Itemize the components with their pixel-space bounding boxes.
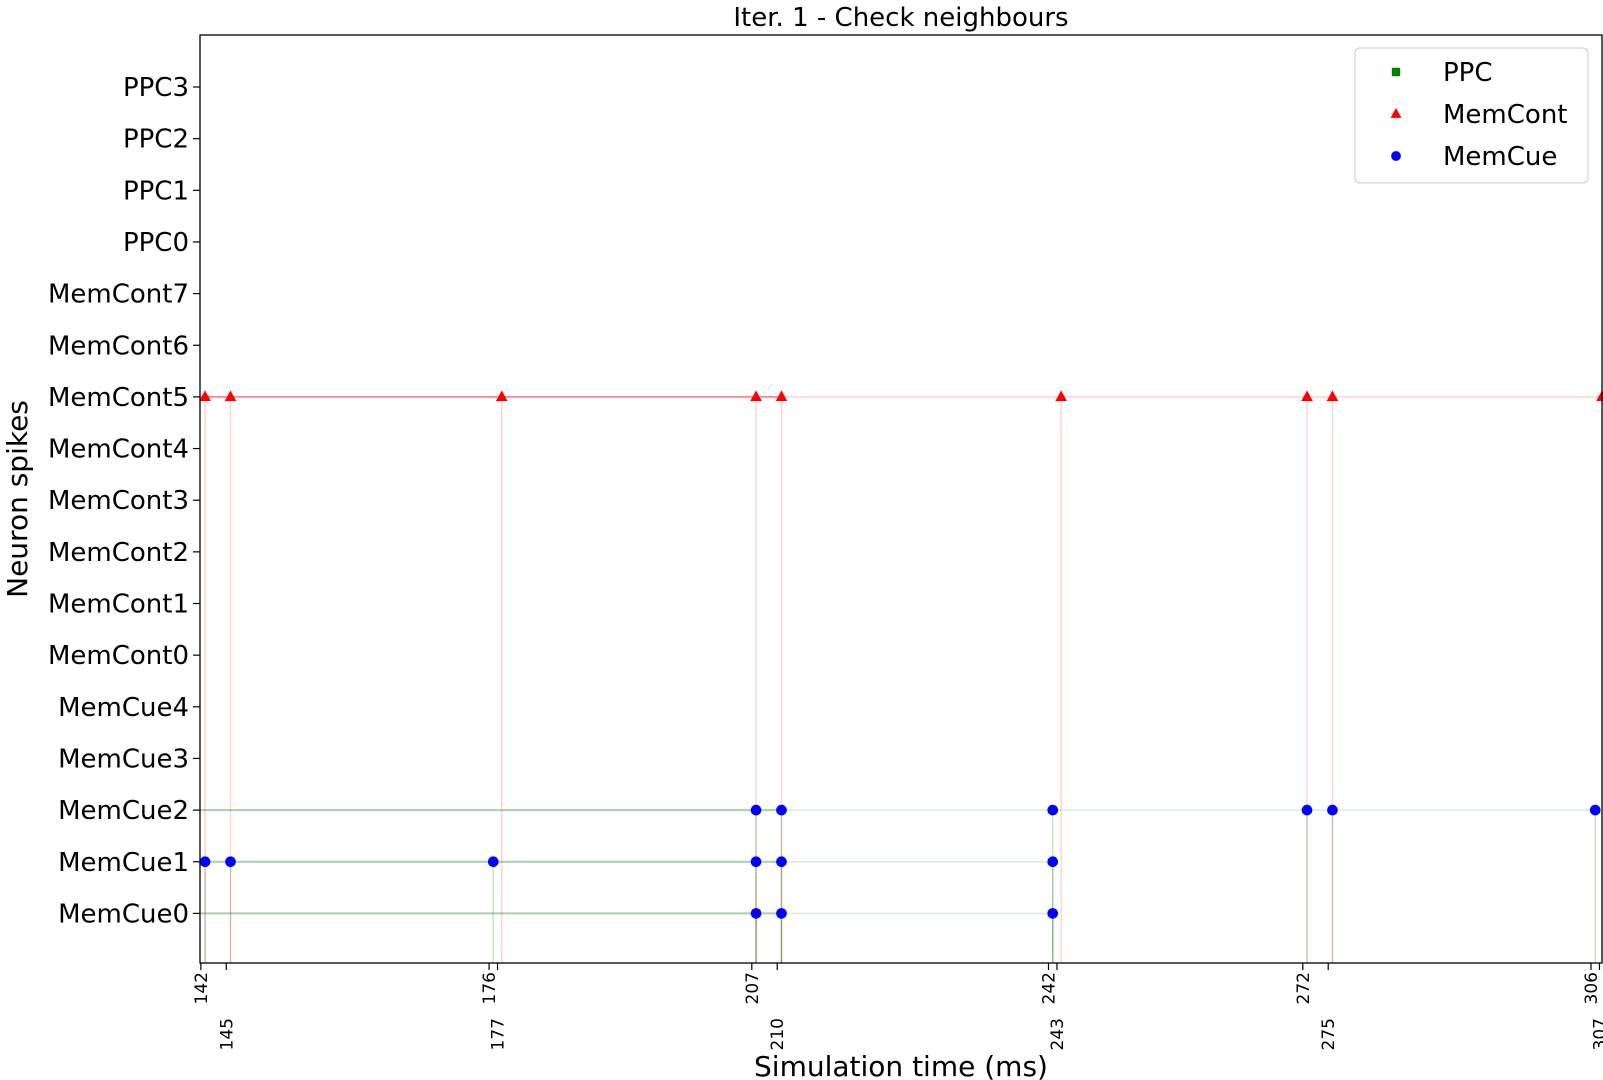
y-tick-label: MemCue2 [58, 796, 189, 826]
spike-point [1301, 390, 1313, 402]
spike-point [1055, 390, 1068, 402]
spike-markers [199, 390, 1603, 919]
spike-point [199, 856, 211, 868]
spike-point [750, 390, 762, 402]
y-tick-label: PPC1 [123, 176, 189, 206]
x-axis-label: Simulation time (ms) [754, 1050, 1048, 1080]
y-tick-label: MemCue1 [58, 848, 189, 878]
legend-marker [1391, 67, 1401, 77]
spike-point [1327, 804, 1338, 816]
spike-guide-lines [200, 396, 1603, 963]
x-tick-label: 142 [192, 972, 212, 1004]
spike-point [776, 856, 787, 868]
spike-point [1589, 804, 1601, 816]
legend-label: MemCue [1443, 142, 1557, 172]
spike-point [776, 804, 787, 816]
y-tick-label: MemCont4 [48, 435, 189, 465]
y-axis-label: Neuron spikes [1, 400, 34, 598]
spike-point [1047, 856, 1059, 868]
x-tick-label: 177 [489, 1018, 509, 1050]
x-tick-label: 210 [768, 1018, 788, 1050]
y-tick-label: MemCue4 [58, 693, 189, 723]
legend-label: MemCont [1443, 100, 1568, 130]
spike-point [1047, 804, 1059, 816]
spike-point [1326, 390, 1339, 402]
spike-point [1596, 390, 1603, 402]
legend: PPC MemCont MemCue [1354, 47, 1589, 184]
y-tick-label: MemCont3 [48, 486, 189, 516]
x-tick-label: 207 [743, 972, 763, 1004]
y-tick-label: PPC2 [123, 125, 189, 155]
spike-point [1047, 908, 1059, 919]
y-tick-label: PPC3 [123, 73, 189, 103]
spike-point [750, 856, 762, 868]
x-tick-label: 275 [1319, 1018, 1339, 1050]
spike-point [750, 804, 762, 816]
x-tick-label: 145 [217, 1018, 237, 1050]
y-axis-ticks: MemCue0 MemCue1 MemCue2 MemCue3 MemCue4 MemCo… [48, 73, 200, 929]
spike-point [487, 856, 499, 868]
legend-marker [1391, 151, 1401, 161]
y-tick-label: MemCont6 [48, 331, 189, 361]
x-tick-label: 242 [1039, 972, 1059, 1004]
x-tick-label: 243 [1048, 1018, 1068, 1050]
x-tick-label: 272 [1294, 972, 1314, 1004]
spike-point [776, 908, 787, 919]
legend-frame [1354, 47, 1589, 184]
legend-label: PPC [1443, 58, 1493, 88]
y-tick-label: PPC0 [123, 228, 189, 258]
legend-marker [1390, 108, 1402, 118]
spike-point [199, 390, 211, 402]
y-tick-label: MemCont7 [48, 280, 189, 310]
chart-title: Iter. 1 - Check neighbours [733, 3, 1068, 33]
x-tick-label: 306 [1582, 972, 1602, 1004]
x-tick-label: 176 [480, 972, 500, 1004]
y-tick-label: MemCue0 [58, 899, 189, 929]
y-tick-label: MemCont5 [48, 383, 189, 413]
y-tick-label: MemCont0 [48, 641, 189, 671]
y-tick-label: MemCont2 [48, 538, 189, 568]
spike-point [495, 390, 508, 402]
y-tick-label: MemCue3 [58, 744, 189, 774]
spike-point [225, 856, 236, 868]
spike-point [1301, 804, 1313, 816]
spike-point [750, 908, 762, 919]
spike-point [775, 390, 788, 402]
y-tick-label: MemCont1 [48, 590, 189, 620]
x-tick-label: 307 [1590, 1018, 1603, 1050]
spike-point [224, 390, 237, 402]
plot-frame [199, 34, 1603, 964]
